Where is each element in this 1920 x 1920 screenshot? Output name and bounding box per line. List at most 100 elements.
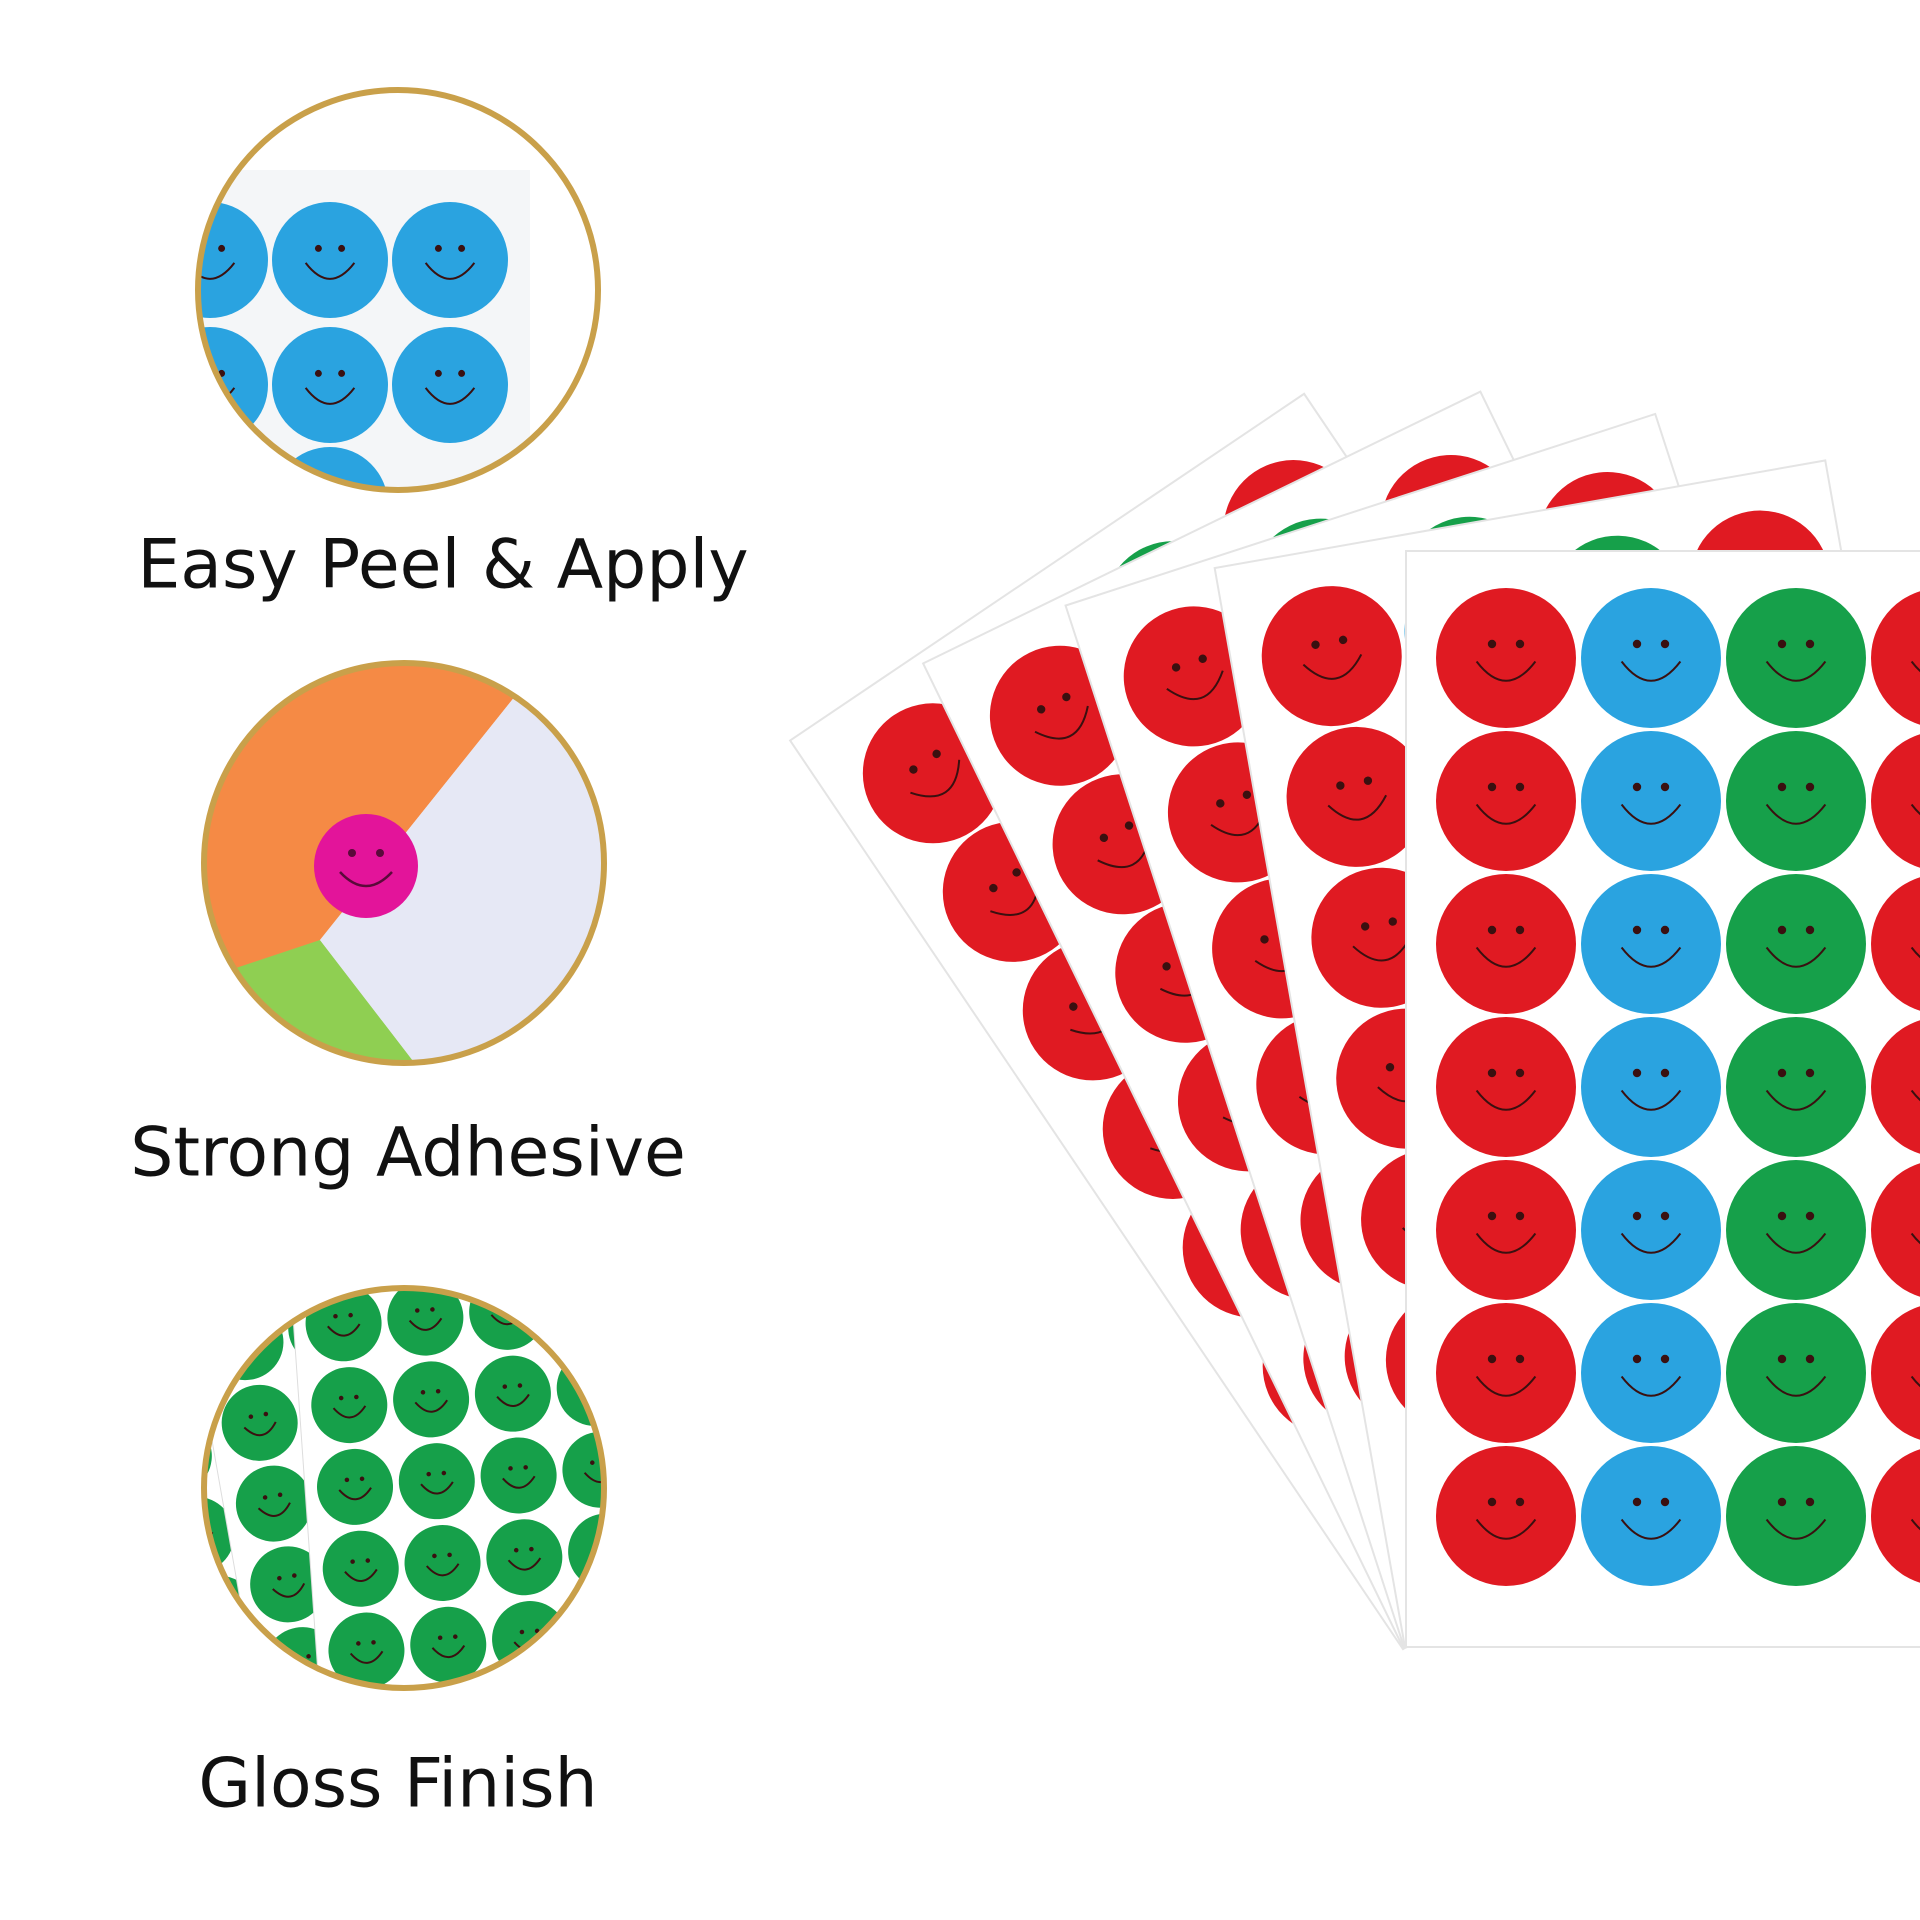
sticker: [328, 1612, 405, 1686]
sticker-eye: [1515, 1068, 1525, 1078]
sticker-eye: [338, 490, 345, 497]
sticker-smile: [1166, 670, 1224, 701]
sticker-eye: [932, 749, 941, 759]
sticker-smile: [1765, 1089, 1827, 1111]
sticker-eye: [1632, 1354, 1642, 1364]
sticker-eye: [1171, 663, 1181, 672]
sticker-eye: [491, 1290, 497, 1293]
sticker-eye: [458, 244, 466, 252]
sticker-eye: [1360, 922, 1370, 931]
sticker-eye: [1216, 799, 1225, 808]
sticker: [1581, 731, 1721, 871]
sticker-eye: [426, 1471, 431, 1477]
sticker: [1436, 731, 1576, 871]
sticker-eye: [590, 1460, 595, 1465]
sticker: [1726, 731, 1866, 871]
feature-label: Easy Peel & Apply: [137, 526, 748, 605]
sticker-smile: [1765, 1375, 1827, 1397]
sticker-eye: [1515, 1211, 1525, 1221]
sticker-eye: [306, 1654, 311, 1659]
sticker-eye: [414, 1308, 420, 1313]
sticker-eye: [1805, 925, 1815, 935]
sticker-smile: [1910, 660, 1920, 673]
sticker-smile: [1620, 660, 1682, 682]
sticker-smile: [159, 1453, 193, 1472]
sticker-eye: [1338, 635, 1348, 645]
sticker-eye: [1777, 1068, 1787, 1078]
sticker-smile: [1620, 803, 1682, 825]
sticker-eye: [611, 1541, 616, 1546]
sticker: [272, 327, 388, 443]
sticker-eye: [519, 1629, 525, 1635]
sticker-eye: [1777, 1497, 1787, 1507]
sticker-smile: [431, 1645, 466, 1659]
sticker-smile: [1034, 705, 1089, 740]
sticker: [1871, 877, 1920, 1011]
sticker-smile: [1620, 1375, 1682, 1397]
sticker-eye: [248, 1414, 254, 1419]
sticker-eye: [371, 1640, 376, 1645]
sticker-eye: [1777, 925, 1787, 935]
sticker: [1436, 588, 1576, 728]
sticker-smile: [349, 1650, 384, 1664]
sticker-eye: [476, 1290, 482, 1296]
sticker: [311, 1367, 388, 1444]
sticker-eye: [1777, 782, 1787, 792]
sticker-eye: [200, 369, 202, 377]
sticker: [1726, 588, 1866, 728]
sticker-eye: [1777, 639, 1787, 649]
sticker-eye: [292, 1573, 297, 1578]
sticker-eye: [1062, 692, 1071, 702]
sticker: [1871, 1306, 1920, 1440]
sticker-smile: [1620, 1232, 1682, 1254]
sticker-smile: [200, 262, 236, 280]
sticker-eye: [599, 1377, 602, 1383]
sticker-smile: [338, 1487, 372, 1501]
sticker-eye: [1660, 1354, 1670, 1364]
sticker-eye: [1805, 639, 1815, 649]
sticker-eye: [441, 1470, 447, 1476]
sticker-eye: [1660, 1497, 1670, 1507]
sticker: [404, 1524, 481, 1601]
sticker-eye: [1515, 1354, 1525, 1364]
sticker-smile: [1475, 803, 1537, 825]
sticker-eye: [1388, 917, 1397, 926]
sticker-smile: [272, 1582, 306, 1598]
sticker-eye: [1777, 1211, 1787, 1221]
sticker-eye: [1487, 1354, 1497, 1364]
sticker-eye: [354, 1394, 359, 1400]
sticker-smile: [332, 1405, 367, 1419]
sticker-eye: [513, 1547, 519, 1553]
sticker-smile: [502, 1475, 536, 1489]
sticker-eye: [496, 1302, 502, 1308]
sticker-eye: [1805, 1354, 1815, 1364]
sticker-eye: [348, 1312, 353, 1318]
sticker-smile: [257, 1502, 291, 1517]
sticker-eye: [1012, 868, 1021, 877]
sticker-eye: [139, 1369, 145, 1375]
sticker-eye: [218, 1347, 223, 1352]
sticker: [1871, 1449, 1920, 1583]
sticker-smile: [507, 1557, 542, 1571]
sticker-eye: [1487, 1497, 1497, 1507]
sticker-eye: [1260, 935, 1269, 944]
sticker-eye: [529, 1546, 534, 1552]
sticker: [1871, 734, 1920, 868]
sticker: [1581, 1446, 1721, 1586]
sticker-eye: [1515, 782, 1525, 792]
sticker: [393, 1361, 470, 1438]
sticker: [1581, 1303, 1721, 1443]
sticker-eye: [1805, 782, 1815, 792]
sticker: [1726, 1160, 1866, 1300]
gold-ring: [201, 660, 607, 1066]
sticker-eye: [229, 1684, 235, 1686]
sticker-smile: [1910, 1375, 1920, 1388]
sticker-smile: [1765, 946, 1827, 968]
sticker-eye: [1660, 639, 1670, 649]
sticker-smile: [595, 1633, 602, 1647]
sticker-eye: [176, 1444, 182, 1450]
sticker-eye: [1660, 1211, 1670, 1221]
sticker-eye: [584, 1378, 589, 1384]
sticker-eye: [1632, 925, 1642, 935]
